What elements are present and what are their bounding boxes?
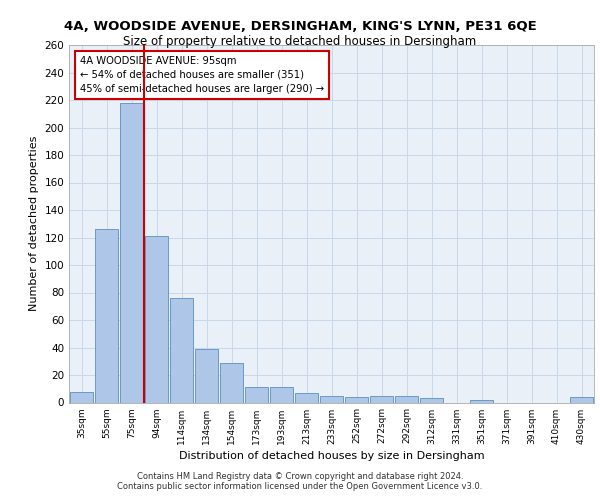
Text: Size of property relative to detached houses in Dersingham: Size of property relative to detached ho… [124, 35, 476, 48]
Bar [195, 349, 218, 403]
Text: 4A WOODSIDE AVENUE: 95sqm
← 54% of detached houses are smaller (351)
45% of semi: 4A WOODSIDE AVENUE: 95sqm ← 54% of detac… [79, 56, 323, 94]
Bar [370, 396, 393, 402]
Y-axis label: Number of detached properties: Number of detached properties [29, 136, 39, 312]
Text: Contains public sector information licensed under the Open Government Licence v3: Contains public sector information licen… [118, 482, 482, 491]
Bar [395, 396, 418, 402]
Bar [470, 400, 493, 402]
Bar [120, 103, 143, 403]
Bar [95, 229, 118, 402]
Bar [320, 396, 343, 402]
Bar [220, 362, 243, 403]
Bar [70, 392, 93, 402]
Bar [170, 298, 193, 403]
Bar [345, 397, 368, 402]
Bar [270, 388, 293, 402]
Text: 4A, WOODSIDE AVENUE, DERSINGHAM, KING'S LYNN, PE31 6QE: 4A, WOODSIDE AVENUE, DERSINGHAM, KING'S … [64, 20, 536, 33]
Bar [295, 393, 318, 402]
X-axis label: Distribution of detached houses by size in Dersingham: Distribution of detached houses by size … [179, 450, 484, 460]
Bar [245, 388, 268, 402]
Bar [145, 236, 168, 402]
Text: Contains HM Land Registry data © Crown copyright and database right 2024.: Contains HM Land Registry data © Crown c… [137, 472, 463, 481]
Bar [570, 397, 593, 402]
Bar [420, 398, 443, 402]
